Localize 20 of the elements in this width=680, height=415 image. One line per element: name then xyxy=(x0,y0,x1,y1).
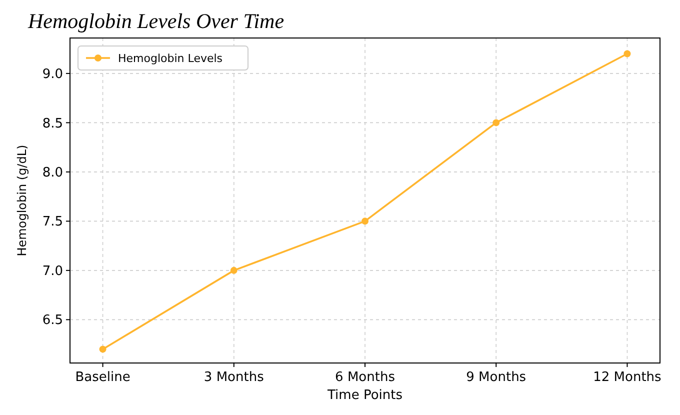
y-tick-label: 7.0 xyxy=(42,264,63,279)
y-tick-label: 8.5 xyxy=(42,116,63,132)
y-tick-label: 9.0 xyxy=(42,67,63,82)
x-tick-label: 9 Months xyxy=(466,370,526,385)
y-tick-label: 7.5 xyxy=(42,214,63,230)
y-tick-label: 6.5 xyxy=(42,313,63,328)
x-tick-label: 3 Months xyxy=(204,370,264,385)
point xyxy=(230,266,238,274)
point xyxy=(624,50,631,58)
y-tick-label: 8.0 xyxy=(42,165,63,180)
point xyxy=(99,346,106,353)
chart-title: Hemoglobin Levels Over Time xyxy=(27,9,284,33)
x-axis-title: Time Points xyxy=(326,388,403,403)
y-axis-title: Hemoglobin (g/dL) xyxy=(15,144,29,256)
point xyxy=(492,119,500,126)
point xyxy=(362,218,368,225)
x-tick-label: Baseline xyxy=(75,370,130,385)
legend-label: Hemoglobin Levels xyxy=(118,52,223,65)
x-tick-label: 12 Months xyxy=(593,370,662,385)
x-tick-label: 6 Months xyxy=(335,370,396,385)
